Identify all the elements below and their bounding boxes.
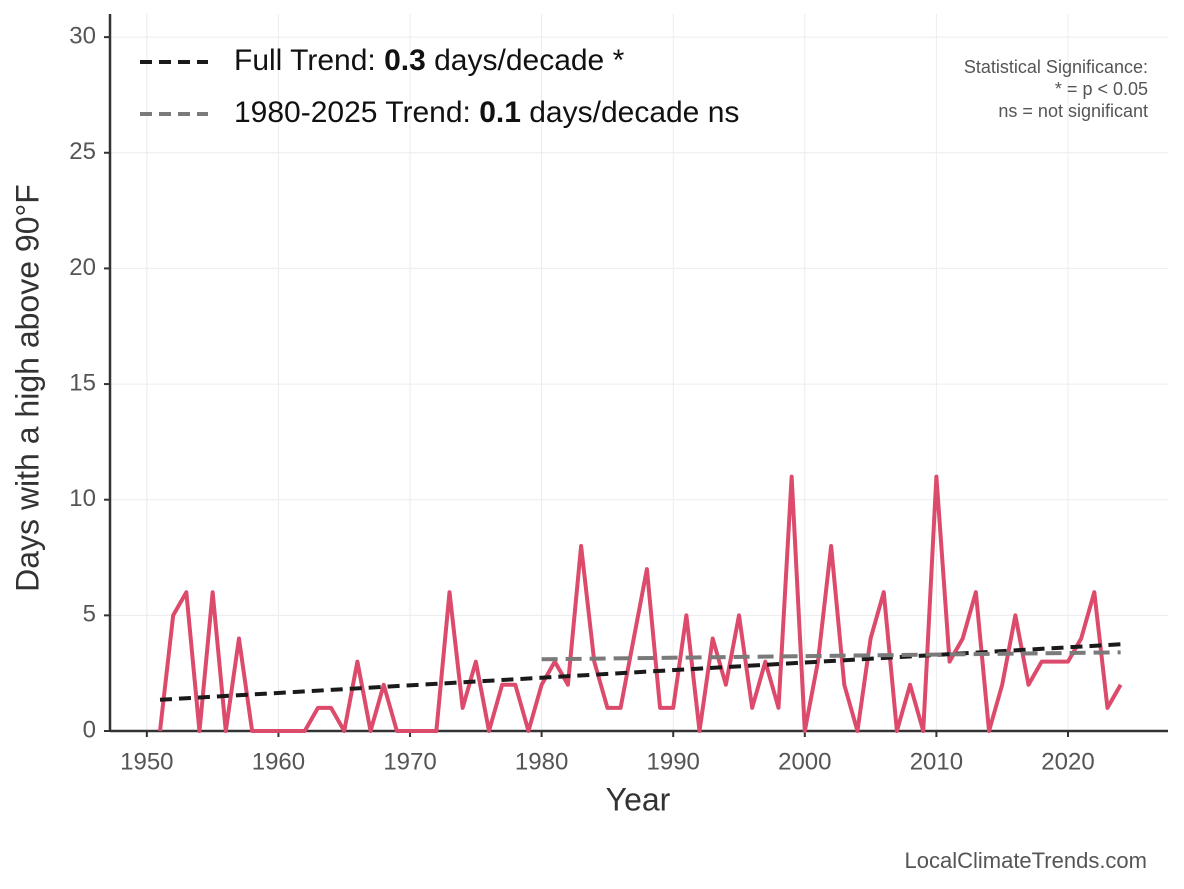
y-tick-label: 20 xyxy=(69,254,96,281)
significance-note: Statistical Significance: xyxy=(964,57,1148,77)
y-tick-label: 30 xyxy=(69,22,96,49)
legend-label-part: 1980-2025 Trend: xyxy=(234,96,479,129)
x-axis-title: Year xyxy=(606,781,671,817)
x-tick-label: 1990 xyxy=(647,748,700,775)
x-tick-label: 2020 xyxy=(1041,748,1094,775)
legend-label-part: 0.1 xyxy=(479,96,521,129)
x-tick-label: 1960 xyxy=(252,748,305,775)
trend-line xyxy=(541,650,1121,662)
legend-label-part: 0.3 xyxy=(384,44,426,77)
x-tick-label: 1980 xyxy=(515,748,568,775)
source: LocalClimateTrends.com xyxy=(905,848,1148,873)
y-tick-label: 15 xyxy=(69,369,96,396)
legend-label-part: days/decade * xyxy=(426,44,625,77)
y-tick-label: 0 xyxy=(83,716,96,743)
legend-label-part: Full Trend: xyxy=(234,44,384,77)
legend-label: Full Trend: 0.3 days/decade * xyxy=(234,44,625,77)
significance-note: ns = not significant xyxy=(998,101,1148,121)
x-tick-label: 2000 xyxy=(778,748,831,775)
x-tick-label: 1970 xyxy=(383,748,436,775)
y-tick-label: 5 xyxy=(83,601,96,628)
data-line xyxy=(158,474,1123,733)
legend-label: 1980-2025 Trend: 0.1 days/decade ns xyxy=(234,96,739,129)
y-tick-label: 25 xyxy=(69,138,96,165)
significance-note: * = p < 0.05 xyxy=(1055,79,1148,99)
x-tick-label: 1950 xyxy=(120,748,173,775)
y-tick-label: 10 xyxy=(69,485,96,512)
x-tick-label: 2010 xyxy=(910,748,963,775)
y-axis-title: Days with a high above 90°F xyxy=(9,184,45,592)
legend-label-part: days/decade ns xyxy=(521,96,739,129)
